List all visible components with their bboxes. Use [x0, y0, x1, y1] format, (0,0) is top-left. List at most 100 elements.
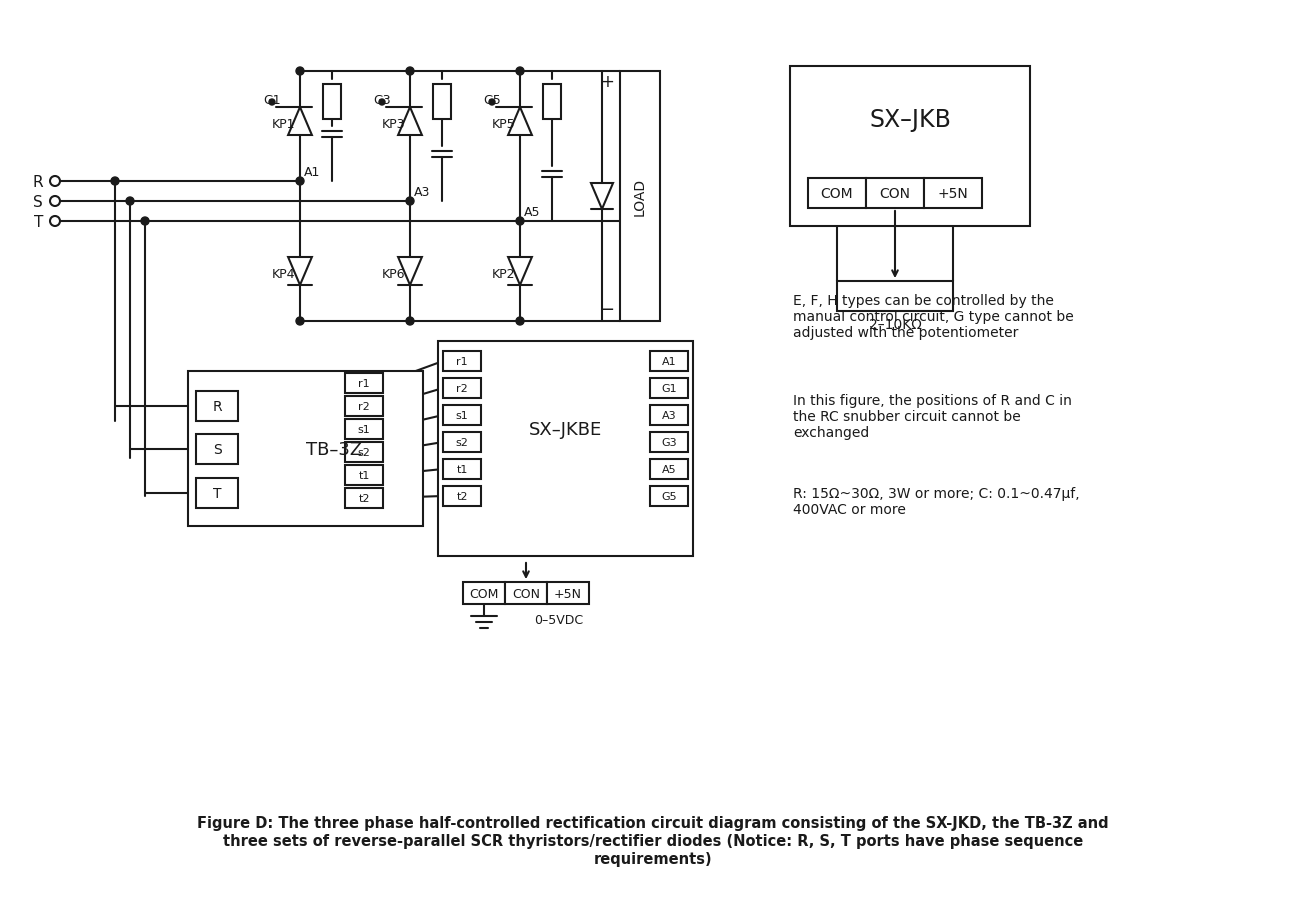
Text: s1: s1 — [456, 411, 469, 421]
Bar — [790, 67, 1030, 227]
Text: LOAD: LOAD — [633, 178, 646, 216]
Bar — [323, 85, 341, 120]
Bar — [196, 434, 238, 464]
Text: KP2: KP2 — [491, 267, 515, 281]
Bar — [543, 85, 562, 120]
Circle shape — [296, 178, 304, 186]
Text: r1: r1 — [358, 379, 370, 389]
Bar — [345, 466, 383, 486]
Bar — [464, 582, 505, 604]
Bar — [443, 405, 481, 425]
Text: G1: G1 — [264, 94, 281, 107]
Text: requirements): requirements) — [594, 852, 712, 866]
Bar — [650, 352, 688, 372]
Text: +: + — [599, 73, 614, 91]
Text: t1: t1 — [456, 465, 468, 475]
Bar — [196, 478, 238, 508]
Text: SX–JKBE: SX–JKBE — [529, 420, 602, 438]
Text: R: R — [33, 174, 43, 189]
Text: In this figure, the positions of R and C in
the RC snubber circuit cannot be
exc: In this figure, the positions of R and C… — [793, 394, 1072, 440]
Bar — [345, 488, 383, 508]
Text: G1: G1 — [661, 384, 677, 394]
Text: r2: r2 — [358, 402, 370, 412]
Bar — [434, 85, 451, 120]
Bar — [505, 582, 547, 604]
Text: +5N: +5N — [938, 187, 968, 200]
Circle shape — [125, 198, 135, 206]
Bar — [620, 72, 660, 322]
Bar — [837, 281, 953, 312]
Text: A3: A3 — [414, 185, 431, 199]
Text: COM: COM — [820, 187, 853, 200]
Text: CON: CON — [512, 587, 539, 599]
Text: KP4: KP4 — [272, 267, 295, 281]
Bar — [650, 433, 688, 453]
Bar — [925, 179, 982, 209]
Text: A1: A1 — [662, 356, 677, 366]
Text: r2: r2 — [456, 384, 468, 394]
Bar — [345, 374, 383, 394]
Text: t2: t2 — [358, 494, 370, 504]
Text: G5: G5 — [661, 491, 677, 501]
Circle shape — [296, 318, 304, 325]
Circle shape — [111, 178, 119, 186]
Bar — [443, 433, 481, 453]
Text: Figure D: The three phase half-controlled rectification circuit diagram consisti: Figure D: The three phase half-controlle… — [197, 815, 1109, 831]
Text: t1: t1 — [358, 470, 370, 480]
Bar — [443, 459, 481, 479]
Text: S: S — [33, 194, 43, 210]
Bar — [196, 392, 238, 422]
Circle shape — [296, 68, 304, 76]
Bar — [650, 405, 688, 425]
Bar — [443, 486, 481, 507]
Text: A3: A3 — [662, 411, 677, 421]
Text: +5N: +5N — [554, 587, 582, 599]
Bar — [547, 582, 589, 604]
Bar — [345, 396, 383, 416]
Text: COM: COM — [469, 587, 499, 599]
Bar — [443, 352, 481, 372]
Text: T: T — [213, 486, 221, 500]
Text: KP5: KP5 — [491, 118, 515, 130]
Text: CON: CON — [879, 187, 910, 200]
Bar — [345, 420, 383, 439]
Circle shape — [406, 68, 414, 76]
Text: KP6: KP6 — [381, 267, 405, 281]
Text: G3: G3 — [374, 94, 390, 107]
Text: KP1: KP1 — [272, 118, 295, 130]
Circle shape — [406, 198, 414, 206]
Text: S: S — [213, 442, 222, 456]
Circle shape — [516, 318, 524, 325]
Text: 2–10KΩ: 2–10KΩ — [868, 318, 922, 332]
Text: s2: s2 — [358, 447, 371, 457]
Text: r1: r1 — [456, 356, 468, 366]
Bar — [438, 342, 693, 557]
Bar — [808, 179, 866, 209]
Text: t2: t2 — [456, 491, 468, 501]
Bar — [650, 486, 688, 507]
Text: R: 15Ω~30Ω, 3W or more; C: 0.1~0.47μf,
400VAC or more: R: 15Ω~30Ω, 3W or more; C: 0.1~0.47μf, 4… — [793, 486, 1080, 517]
Text: A5: A5 — [524, 205, 541, 219]
Bar — [345, 443, 383, 463]
Circle shape — [269, 100, 276, 106]
Text: s1: s1 — [358, 425, 371, 435]
Text: G5: G5 — [483, 94, 502, 107]
Circle shape — [516, 218, 524, 226]
Text: G3: G3 — [661, 437, 677, 447]
Bar — [188, 372, 423, 527]
Circle shape — [406, 318, 414, 325]
Circle shape — [488, 100, 495, 106]
Bar — [866, 179, 925, 209]
Circle shape — [516, 68, 524, 76]
Text: A5: A5 — [662, 465, 677, 475]
Text: SX–JKB: SX–JKB — [868, 107, 951, 132]
Bar — [443, 379, 481, 399]
Text: s2: s2 — [456, 437, 469, 447]
Text: TB–3Z: TB–3Z — [306, 440, 362, 458]
Text: R: R — [212, 400, 222, 414]
Text: KP3: KP3 — [381, 118, 405, 130]
Text: T: T — [34, 214, 43, 230]
Text: three sets of reverse-parallel SCR thyristors/rectifier diodes (Notice: R, S, T : three sets of reverse-parallel SCR thyri… — [223, 834, 1083, 848]
Text: −: − — [599, 301, 615, 319]
Circle shape — [141, 218, 149, 226]
